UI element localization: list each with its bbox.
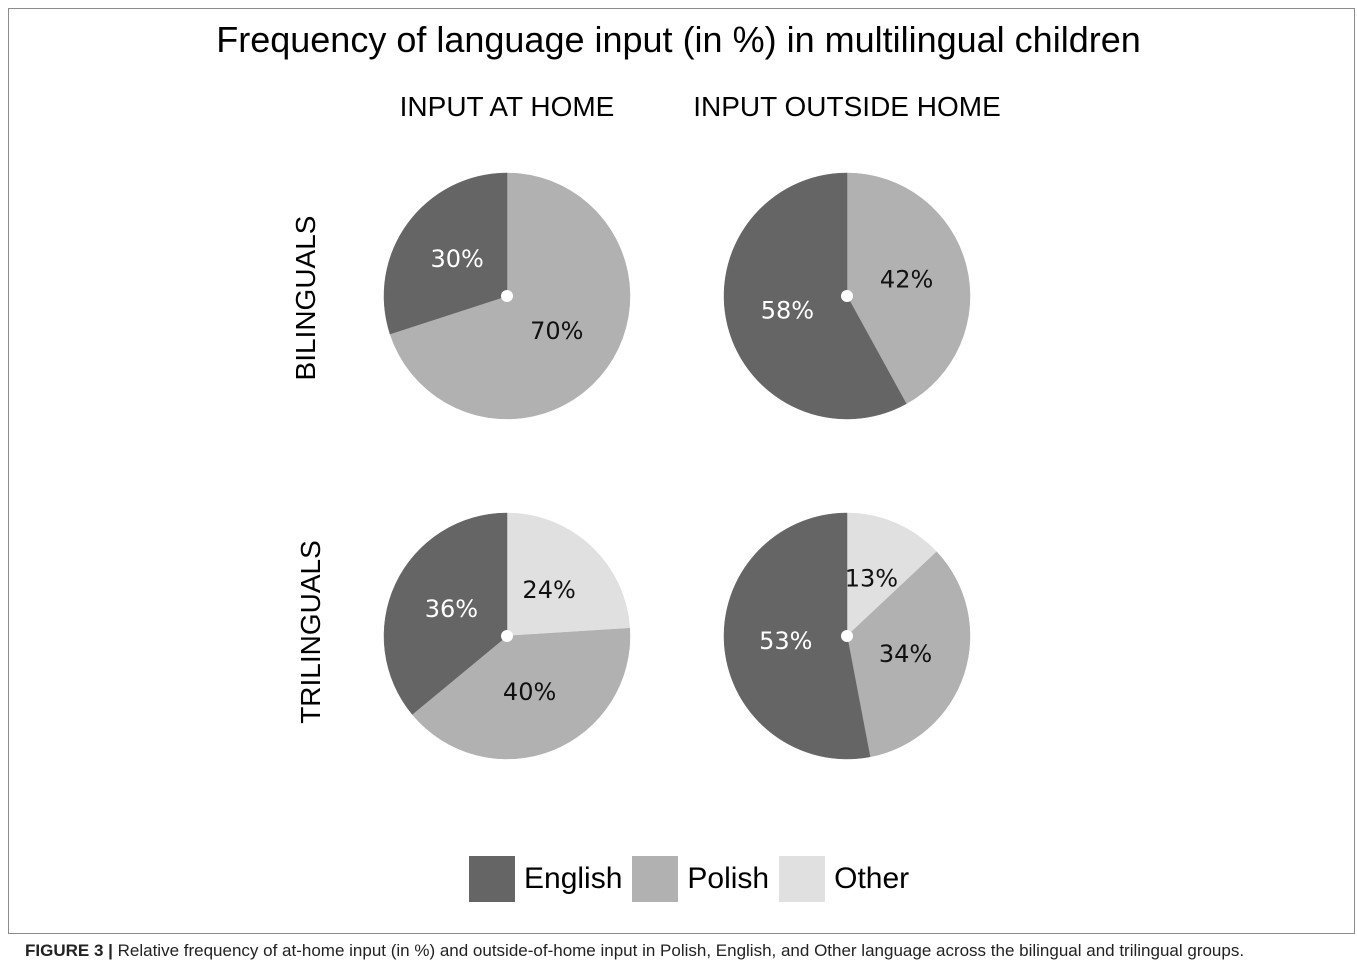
column-header-home: INPUT AT HOME	[399, 91, 615, 122]
pie-label-english: 53%	[759, 627, 812, 655]
pie-center-dot	[501, 290, 513, 302]
pie-label-english: 58%	[761, 296, 814, 324]
pie-center-dot	[841, 630, 853, 642]
pie-slice-other	[506, 512, 631, 637]
pie-trilinguals-input-outside-home: 13% 34% 53%	[723, 512, 971, 760]
pie-bilinguals-input-outside-home: 42% 58%	[723, 172, 971, 420]
pie-slice-english	[383, 512, 508, 715]
legend-item-polish: Polish	[632, 856, 769, 902]
pie-slice-english	[723, 512, 871, 760]
pie-bilinguals-input-at-home: 70% 30%	[383, 172, 631, 420]
pie-label-english: 30%	[431, 245, 484, 273]
figure-frame	[8, 8, 1355, 934]
caption-label: FIGURE 3 |	[25, 941, 113, 960]
legend-label-english: English	[524, 862, 623, 895]
pie-slice-polish	[846, 172, 971, 405]
caption-text: Relative frequency of at-home input (in …	[117, 941, 1245, 960]
legend: English Polish Other	[469, 856, 919, 902]
legend-label-polish: Polish	[687, 862, 770, 895]
figure-caption: FIGURE 3 | Relative frequency of at-home…	[25, 941, 1244, 961]
column-header-outside: INPUT OUTSIDE HOME	[693, 91, 1001, 122]
pie-slice-polish	[411, 628, 631, 760]
pie-label-other: 24%	[522, 576, 575, 604]
legend-item-other: Other	[779, 856, 909, 902]
legend-swatch-english	[469, 856, 515, 902]
chart-title: Frequency of language input (in %) in mu…	[216, 19, 1141, 60]
legend-label-other: Other	[834, 862, 910, 895]
pie-label-polish: 42%	[880, 266, 933, 294]
legend-swatch-other	[779, 856, 826, 902]
pie-center-dot	[501, 630, 513, 642]
pie-slice-polish	[846, 551, 971, 758]
pie-slice-other	[846, 512, 938, 637]
pie-label-english: 36%	[425, 595, 478, 623]
pie-slice-english	[383, 172, 508, 335]
legend-item-english: English	[469, 856, 622, 902]
pie-label-other: 13%	[845, 565, 898, 593]
pie-center-dot	[841, 290, 853, 302]
pie-label-polish: 34%	[879, 640, 932, 668]
pie-slice-english	[723, 172, 907, 420]
pie-label-polish: 70%	[530, 317, 583, 345]
pie-label-polish: 40%	[503, 678, 556, 706]
pie-trilinguals-input-at-home: 24% 40% 36%	[383, 512, 631, 760]
legend-swatch-polish	[632, 856, 679, 902]
